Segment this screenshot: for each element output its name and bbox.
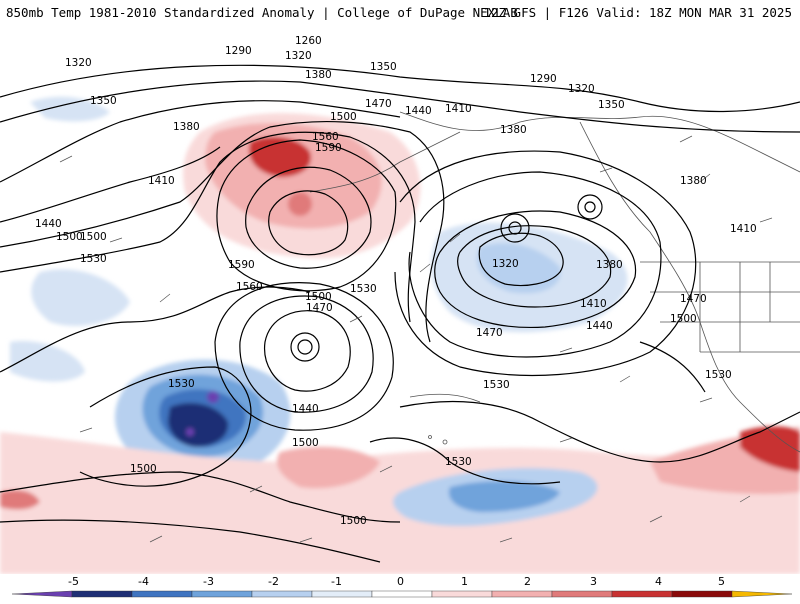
colorbar-segment (11, 590, 73, 598)
colorbar-segment (371, 590, 433, 598)
colorbar-segment (131, 590, 193, 598)
colorbar-tick: 0 (397, 575, 404, 588)
contour-label: 1470 (476, 327, 503, 339)
colorbar-tick: 5 (718, 575, 725, 588)
anomaly-map-canvas: 1260 1290 1320 1320 1320 1350 1350 1380 … (0, 22, 800, 574)
contour-label: 1470 (680, 293, 707, 305)
contour-label: 1500 (80, 231, 107, 243)
contour-label: 1440 (35, 218, 62, 230)
contour-label: 1560 (236, 281, 263, 293)
contour-label: 1530 (445, 456, 472, 468)
coastlines (309, 111, 800, 453)
contour-label: 1500 (305, 291, 332, 303)
contour-label: 1410 (730, 223, 757, 235)
contour-label: 1440 (586, 320, 613, 332)
contour-label: 1500 (670, 313, 697, 325)
contour-label: 1320 (65, 57, 92, 69)
colorbar-tick: 3 (590, 575, 597, 588)
contour-label: 1530 (80, 253, 107, 265)
contour-label: 1410 (580, 298, 607, 310)
contour-label: 1500 (292, 437, 319, 449)
colorbar-tick: 4 (655, 575, 662, 588)
contour-label: 1410 (445, 103, 472, 115)
colorbar-segment (671, 590, 733, 598)
contour-label: 1530 (168, 378, 195, 390)
contour-label: 1290 (225, 45, 252, 57)
contour-label: 1530 (705, 369, 732, 381)
contour-label: 1380 (596, 259, 623, 271)
colorbar-segment (311, 590, 373, 598)
anomaly-colorbar: -5 -4 -3 -2 -1 0 1 2 3 4 5 (0, 574, 800, 600)
contour-label: 1350 (598, 99, 625, 111)
contour-label: 1530 (350, 283, 377, 295)
colorbar-tick: -4 (138, 575, 149, 588)
contour-label: 1470 (306, 302, 333, 314)
wind-barbs (59, 135, 773, 543)
contour-label: 1320 (285, 50, 312, 62)
contour-label: 1260 (295, 35, 322, 47)
colorbar-tick: 1 (461, 575, 468, 588)
map-title: 850mb Temp 1981-2010 Standardized Anomal… (6, 5, 518, 20)
contour-labels: 1260 1290 1320 1320 1320 1350 1350 1380 … (35, 35, 757, 527)
contour-label: 1500 (56, 231, 83, 243)
contour-label: 1530 (483, 379, 510, 391)
contour-label: 1500 (130, 463, 157, 475)
contour-label: 1410 (148, 175, 175, 187)
contour-label: 1560 (312, 131, 339, 143)
colorbar-segment (251, 590, 313, 598)
height-contours (0, 64, 800, 563)
contour-label: 1350 (90, 95, 117, 107)
model-run-info: 12Z GFS | F126 Valid: 18Z MON MAR 31 202… (483, 5, 792, 20)
colorbar-tick: -1 (331, 575, 342, 588)
colorbar-scale (11, 590, 793, 598)
contour-label: 1590 (228, 259, 255, 271)
colorbar-segment (71, 590, 133, 598)
colorbar-tick: 2 (524, 575, 531, 588)
contour-label: 1440 (292, 403, 319, 415)
contour-label: 1440 (405, 105, 432, 117)
contour-label: 1350 (370, 61, 397, 73)
map-header: 850mb Temp 1981-2010 Standardized Anomal… (0, 0, 800, 22)
contour-label: 1380 (173, 121, 200, 133)
contour-label: 1320 (568, 83, 595, 95)
contour-label: 1290 (530, 73, 557, 85)
contour-label: 1500 (340, 515, 367, 527)
colorbar-segment (191, 590, 253, 598)
contour-label: 1320 (492, 258, 519, 270)
colorbar-segment (731, 590, 793, 598)
colorbar-segment (611, 590, 673, 598)
colorbar-segment (551, 590, 613, 598)
contour-label: 1500 (330, 111, 357, 123)
colorbar-tick: -5 (68, 575, 79, 588)
contour-label: 1380 (680, 175, 707, 187)
colorbar-segment (431, 590, 493, 598)
contour-label: 1380 (305, 69, 332, 81)
colorbar-tick: -2 (268, 575, 279, 588)
contour-label: 1380 (500, 124, 527, 136)
colorbar-segment (491, 590, 553, 598)
colorbar-tick: -3 (203, 575, 214, 588)
contour-label: 1590 (315, 142, 342, 154)
contour-label: 1470 (365, 98, 392, 110)
